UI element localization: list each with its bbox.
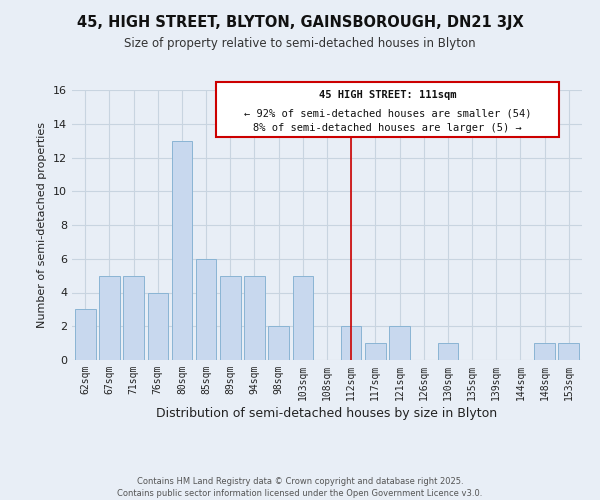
Text: Contains public sector information licensed under the Open Government Licence v3: Contains public sector information licen… <box>118 489 482 498</box>
Bar <box>341 326 361 360</box>
Text: 45 HIGH STREET: 111sqm: 45 HIGH STREET: 111sqm <box>319 90 456 100</box>
Bar <box>559 343 579 360</box>
Text: 45, HIGH STREET, BLYTON, GAINSBOROUGH, DN21 3JX: 45, HIGH STREET, BLYTON, GAINSBOROUGH, D… <box>77 15 523 30</box>
Bar <box>196 259 217 360</box>
Bar <box>172 140 192 360</box>
X-axis label: Distribution of semi-detached houses by size in Blyton: Distribution of semi-detached houses by … <box>157 407 497 420</box>
Bar <box>244 276 265 360</box>
Text: 8% of semi-detached houses are larger (5) →: 8% of semi-detached houses are larger (5… <box>253 124 522 134</box>
Y-axis label: Number of semi-detached properties: Number of semi-detached properties <box>37 122 47 328</box>
Bar <box>437 343 458 360</box>
Bar <box>75 310 95 360</box>
Bar <box>268 326 289 360</box>
Text: Contains HM Land Registry data © Crown copyright and database right 2025.: Contains HM Land Registry data © Crown c… <box>137 478 463 486</box>
Bar <box>220 276 241 360</box>
Bar <box>148 292 168 360</box>
Text: ← 92% of semi-detached houses are smaller (54): ← 92% of semi-detached houses are smalle… <box>244 108 531 118</box>
Bar <box>124 276 144 360</box>
Bar <box>534 343 555 360</box>
Bar <box>389 326 410 360</box>
Bar <box>293 276 313 360</box>
Text: Size of property relative to semi-detached houses in Blyton: Size of property relative to semi-detach… <box>124 38 476 51</box>
Bar <box>365 343 386 360</box>
Bar <box>99 276 120 360</box>
